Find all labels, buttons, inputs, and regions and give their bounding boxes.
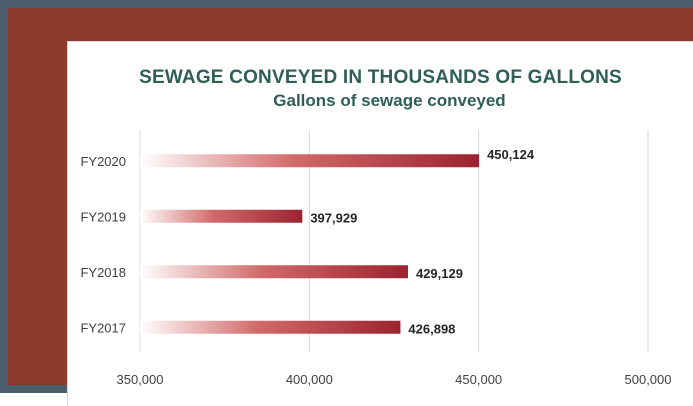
data-label: 397,929 [310,210,357,225]
bar [140,265,408,279]
labels: 350,000 400,000 450,000 500,000 FY2020 450,12… [80,147,671,387]
chart-title: SEWAGE CONVEYED IN THOUSANDS OF GALLONS [139,67,622,88]
data-label: 426,898 [408,321,455,336]
x-tick-label: 450,000 [455,372,502,387]
data-label: 450,124 [487,147,535,162]
category-label: FY2020 [80,154,126,169]
chart-card: SEWAGE CONVEYED IN THOUSANDS OF GALLONS … [68,42,693,406]
bars [140,154,480,334]
bar [140,154,480,168]
category-label: FY2017 [80,320,126,335]
x-tick-label: 350,000 [117,372,164,387]
x-tick-label: 500,000 [625,372,672,387]
category-label: FY2018 [80,265,126,280]
chart-subtitle: Gallons of sewage conveyed [273,91,506,110]
x-tick-label: 400,000 [286,372,333,387]
category-label: FY2019 [80,209,126,224]
data-label: 429,129 [416,266,463,281]
bar [140,320,401,334]
bar [140,209,303,223]
bar-chart: 350,000 400,000 450,000 500,000 FY2020 450,12… [80,130,672,387]
